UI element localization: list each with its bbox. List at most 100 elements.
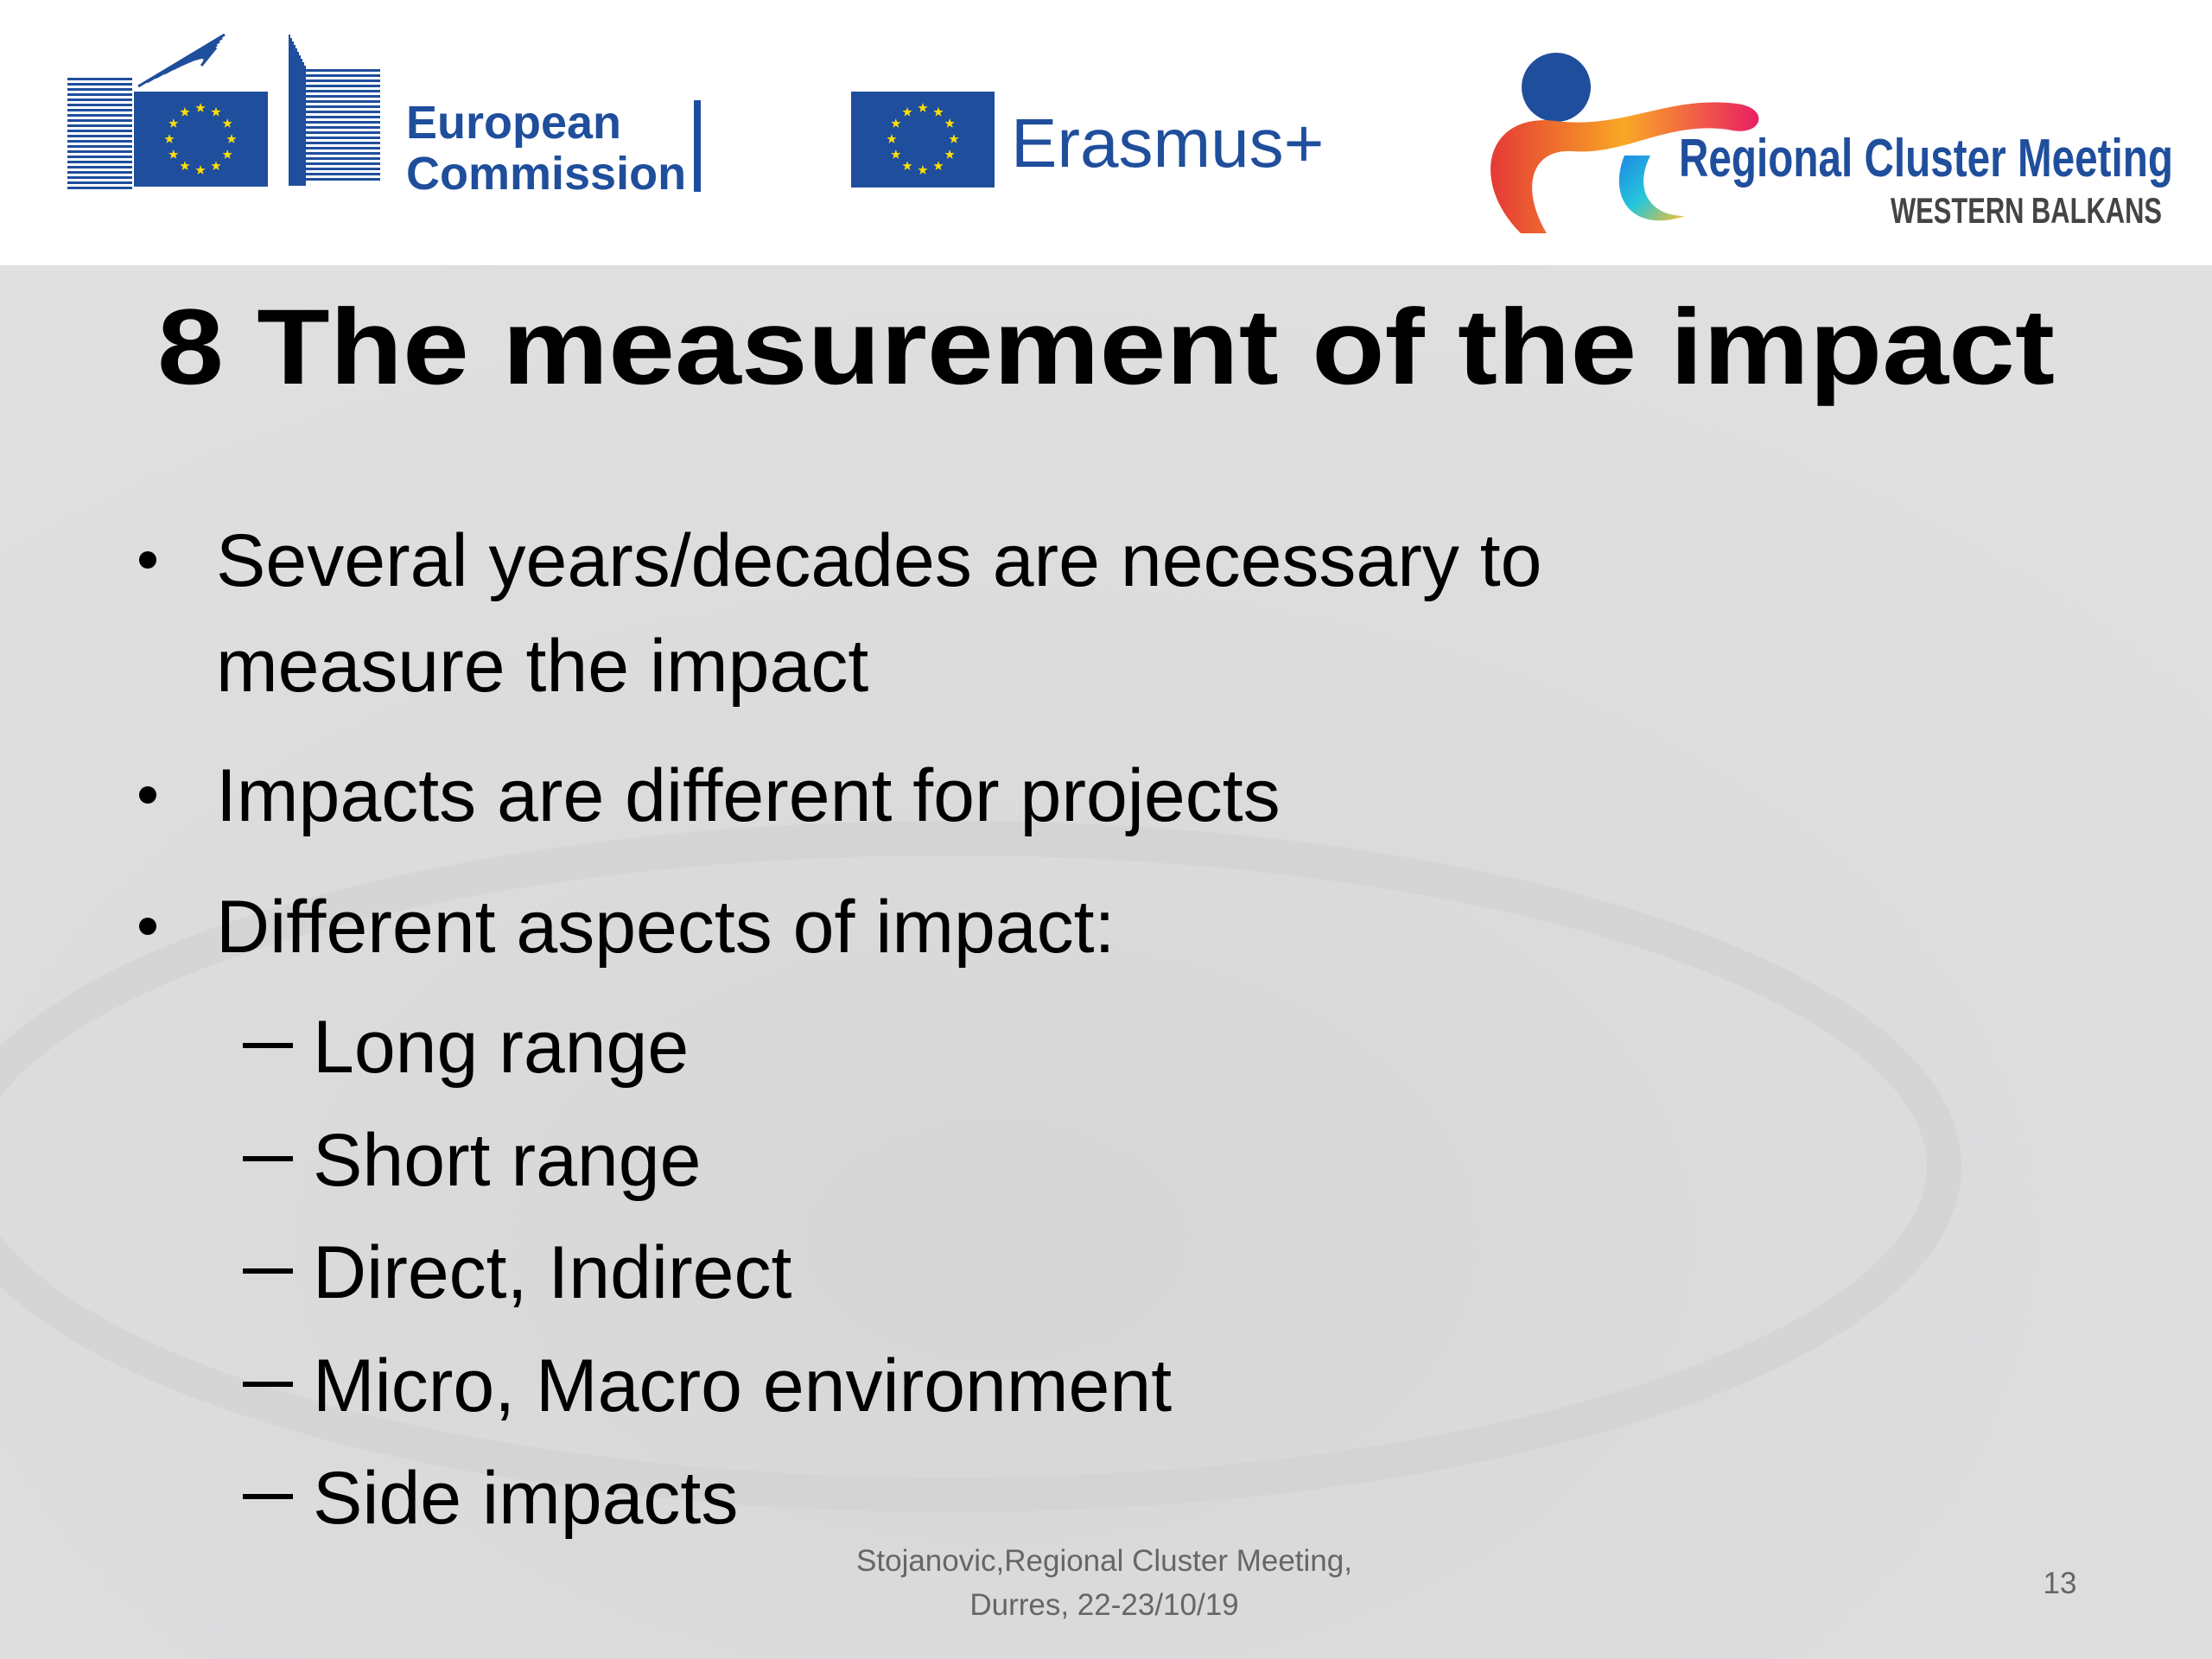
bullet-text: Impacts are different for projects: [216, 754, 1281, 837]
star: [222, 118, 232, 128]
building-stripe: [67, 104, 132, 106]
building-stripe: [289, 131, 380, 134]
star: [902, 161, 912, 170]
sub-bullet-dash: [243, 1043, 293, 1048]
rcm-title: Regional Cluster Meeting: [1679, 129, 2173, 188]
eu-stars: [164, 103, 237, 175]
building-stripe: [289, 69, 380, 72]
bullet-text: Several years/decades are necessary to: [216, 519, 1541, 602]
star: [226, 134, 237, 143]
building-stripe: [289, 137, 380, 139]
footer-line1: Stojanovic,Regional Cluster Meeting,: [856, 1544, 1352, 1578]
sub-bullet-text: Long range: [313, 1006, 689, 1089]
bullet-text: measure the impact: [216, 625, 868, 708]
sub-bullet-dash: [243, 1382, 293, 1387]
building-stripe: [67, 119, 132, 122]
star: [891, 149, 901, 159]
building-stripe: [289, 79, 380, 82]
building-stripe: [289, 85, 380, 87]
star: [933, 161, 944, 170]
rcm-head: [1522, 53, 1591, 122]
slide-content: Several years/decades are necessary to me…: [139, 519, 1541, 1540]
building-stripe: [289, 74, 380, 77]
rcm-swoosh: [1491, 102, 1759, 234]
star: [944, 149, 955, 159]
building-stripe: [67, 171, 132, 174]
star: [918, 165, 928, 175]
building-stripe: [289, 168, 380, 170]
sub-bullet-text: Micro, Macro environment: [313, 1344, 1172, 1427]
building-stripe: [67, 166, 132, 168]
star: [164, 134, 175, 143]
star: [168, 118, 179, 128]
building-stripe: [289, 152, 380, 155]
building-stripe: [67, 124, 132, 127]
ec-divider: [694, 100, 701, 192]
footer-line2: Durres, 22-23/10/19: [969, 1588, 1238, 1622]
star: [887, 134, 897, 143]
building-stripe: [289, 178, 380, 181]
star: [168, 149, 179, 159]
building-stripe: [67, 78, 132, 80]
background-ripple: [0, 821, 1961, 1512]
building-stripe: [67, 83, 132, 86]
star: [180, 161, 190, 170]
building-stripe: [67, 114, 132, 117]
building-stripe: [289, 147, 380, 149]
building-stripe: [67, 135, 132, 137]
building-stripe: [289, 95, 380, 98]
star: [944, 118, 955, 128]
building-stripe: [289, 90, 380, 92]
bullet-text: Different aspects of impact:: [216, 886, 1115, 969]
page-number: 13: [2044, 1567, 2077, 1600]
building-stripe: [289, 105, 380, 108]
building-stripe: [67, 93, 132, 96]
star: [891, 118, 901, 128]
building-stripe: [289, 142, 380, 144]
building-stripe: [289, 100, 380, 103]
star: [211, 106, 221, 117]
building-stripe: [289, 111, 380, 113]
building-stripe: [289, 157, 380, 160]
building-stripe: [67, 176, 132, 179]
sub-bullet-dash: [243, 1268, 293, 1274]
building-stripe: [67, 99, 132, 101]
star: [211, 161, 221, 170]
bullet-dot: [139, 918, 156, 935]
bullet-dot: [139, 786, 156, 804]
sub-bullet-dash: [243, 1494, 293, 1499]
sub-bullet-text: Short range: [313, 1119, 701, 1202]
sub-bullet-text: Direct, Indirect: [313, 1231, 791, 1314]
building-stripe: [67, 140, 132, 143]
sub-bullet-text: Side impacts: [313, 1457, 738, 1540]
building-stripe: [289, 126, 380, 129]
star: [195, 103, 206, 112]
building-stripe: [67, 187, 132, 189]
erasmus-name: Erasmus+: [1011, 105, 1324, 181]
ec-name-line2: Commission: [406, 148, 686, 200]
building-stripe: [67, 161, 132, 163]
building-stripe: [67, 88, 132, 91]
rcm-swoosh: [1618, 156, 1685, 221]
star: [195, 165, 206, 175]
star: [918, 103, 928, 112]
building-stripe: [289, 162, 380, 165]
star: [180, 106, 190, 117]
building-stripe: [289, 121, 380, 124]
star: [902, 106, 912, 117]
building-stripe: [289, 116, 380, 118]
building-stripe: [67, 130, 132, 132]
building-stripe: [289, 173, 380, 175]
building-stripe: [67, 156, 132, 158]
erasmus-stars: [887, 103, 959, 175]
bullet-dot: [139, 551, 156, 569]
slide-title: 8 The measurement of the impact: [157, 288, 2055, 407]
building-stripe: [200, 47, 218, 67]
rcm-subtitle: WESTERN BALKANS: [1891, 190, 2162, 231]
building-stripe: [67, 181, 132, 184]
ec-name-line1: European: [406, 97, 621, 149]
star: [933, 106, 944, 117]
building-stripe: [67, 150, 132, 153]
